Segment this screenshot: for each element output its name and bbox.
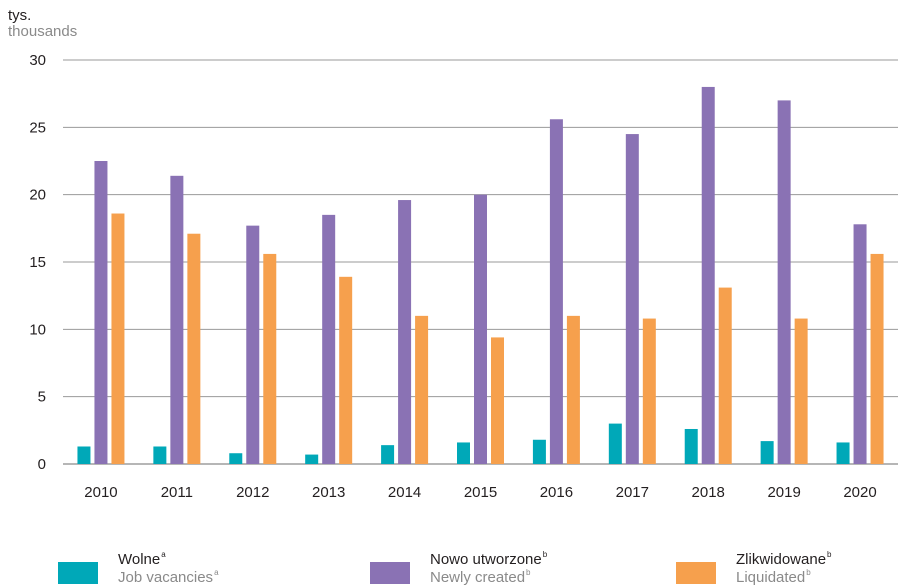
bar-wolne-2014 [381, 445, 395, 464]
legend-swatch-nowo-utworzone [370, 562, 410, 584]
legend-footnote-mark: b [806, 568, 811, 577]
bar-zlikwidowane-2016 [566, 315, 580, 464]
y-unit-label-pl: tys. [8, 7, 32, 24]
x-tick-label: 2018 [692, 484, 725, 501]
bar-wolne-2016 [532, 439, 546, 464]
x-tick-label: 2011 [161, 484, 193, 501]
legend-label-nowo-utworzone-pl: Nowo utworzone [430, 551, 542, 568]
legend-label-nowo-utworzone-en: Newly created [430, 569, 526, 586]
x-tick-label: 2019 [767, 484, 800, 501]
x-tick-label: 2013 [312, 484, 345, 501]
legend-label-zlikwidowane-pl: Zlikwidowane [736, 551, 827, 568]
bar-nowo-utworzone-2010 [94, 161, 108, 464]
legend-footnote-mark: a [161, 550, 166, 559]
bar-wolne-2010 [77, 446, 91, 464]
bar-chart: 0 5 10 15 20 25 30 2010 2011 2012 2013 2014 2015 2016… [29, 52, 898, 501]
legend-label-wolne-pl: Wolne [118, 551, 161, 568]
bar-wolne-2011 [153, 446, 167, 464]
bar-zlikwidowane-2019 [794, 318, 808, 464]
y-tick-label: 15 [29, 254, 46, 271]
bar-wolne-2020 [836, 442, 850, 464]
x-tick-label: 2012 [236, 484, 269, 501]
bar-zlikwidowane-2018 [718, 287, 732, 464]
y-tick-label: 0 [38, 456, 46, 473]
bar-nowo-utworzone-2013 [322, 214, 336, 464]
x-tick-label: 2017 [616, 484, 649, 501]
legend-label-wolne-en: Job vacancies [118, 569, 214, 586]
bar-nowo-utworzone-2011 [170, 175, 184, 464]
y-tick-label: 10 [29, 321, 46, 338]
bar-nowo-utworzone-2014 [398, 200, 412, 464]
bar-zlikwidowane-2020 [870, 253, 884, 464]
y-tick-label: 5 [38, 389, 46, 406]
x-tick-label: 2010 [84, 484, 117, 501]
bar-wolne-2018 [684, 428, 698, 464]
legend-label-zlikwidowane-en: Liquidated [736, 569, 806, 586]
bar-nowo-utworzone-2020 [853, 224, 867, 464]
x-tick-label: 2014 [388, 484, 421, 501]
legend-footnote-mark: a [214, 568, 219, 577]
bar-wolne-2012 [229, 453, 243, 464]
y-tick-label: 20 [29, 187, 46, 204]
bar-zlikwidowane-2014 [415, 315, 429, 464]
legend-footnote-mark: b [542, 550, 548, 559]
y-tick-label: 25 [29, 119, 46, 136]
y-tick-label: 30 [29, 52, 46, 69]
bar-nowo-utworzone-2015 [474, 194, 487, 464]
bar-zlikwidowane-2015 [491, 337, 504, 464]
bar-nowo-utworzone-2019 [777, 100, 791, 465]
x-tick-label: 2015 [464, 484, 497, 501]
bar-zlikwidowane-2013 [339, 276, 353, 464]
legend-swatch-wolne [58, 562, 98, 584]
x-tick-label: 2016 [540, 484, 573, 501]
bar-nowo-utworzone-2016 [549, 119, 563, 465]
bar-wolne-2013 [305, 454, 319, 464]
bar-wolne-2015 [457, 442, 470, 464]
x-tick-label: 2020 [843, 484, 876, 501]
bar-wolne-2017 [608, 423, 622, 464]
legend-swatch-zlikwidowane [676, 562, 716, 584]
bar-nowo-utworzone-2017 [625, 134, 639, 465]
bar-zlikwidowane-2010 [111, 213, 125, 464]
y-unit-label-en: thousands [8, 23, 78, 40]
bar-wolne-2019 [760, 441, 774, 464]
bar-zlikwidowane-2012 [263, 253, 277, 464]
bar-nowo-utworzone-2012 [246, 225, 260, 464]
legend-footnote-mark: b [827, 550, 832, 559]
bar-zlikwidowane-2017 [642, 318, 656, 464]
bar-nowo-utworzone-2018 [701, 86, 715, 464]
legend-footnote-mark: b [526, 568, 531, 577]
bar-zlikwidowane-2011 [187, 233, 201, 464]
